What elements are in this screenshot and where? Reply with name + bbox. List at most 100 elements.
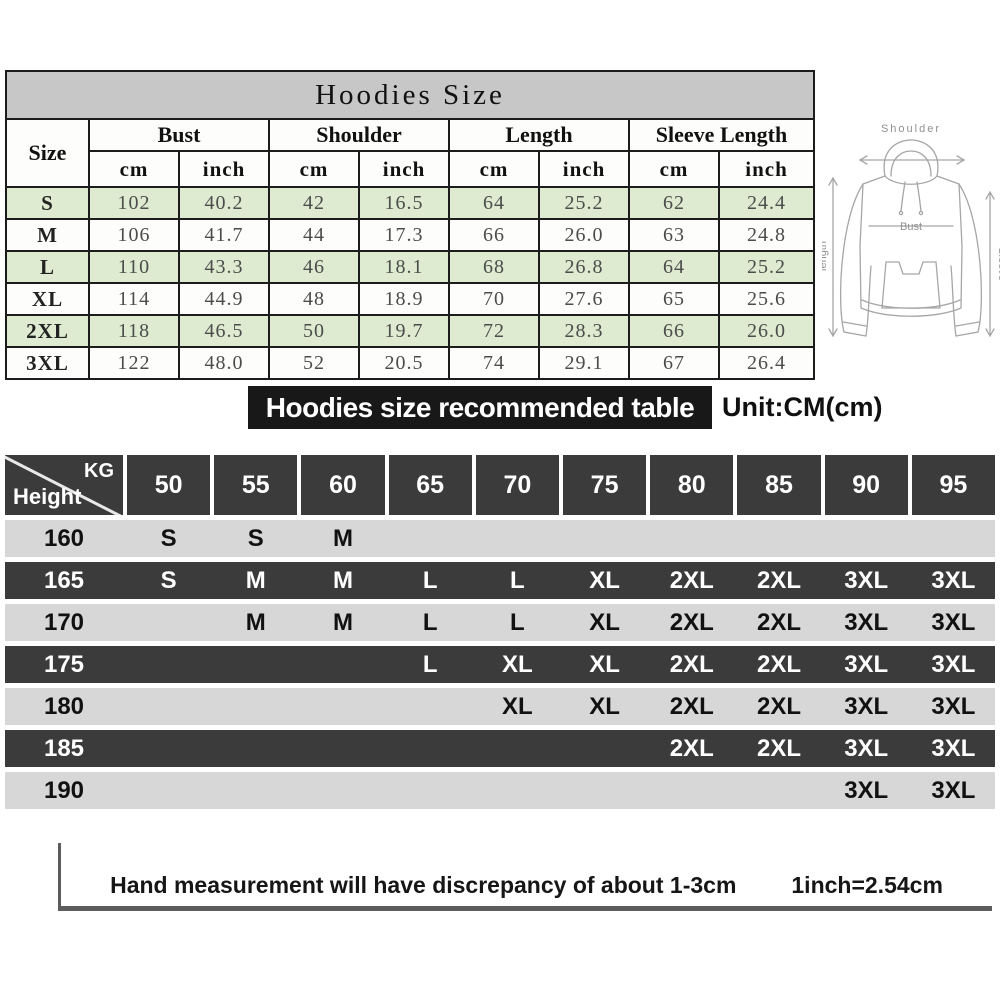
size-cell: 20.5 [358,346,450,380]
size-chart-table: Hoodies Size Size Bust Shoulder Length S… [5,70,815,380]
size-value [389,688,472,725]
size-cell: 28.3 [538,314,630,348]
height-label: 185 [43,734,85,762]
recommend-row-170: 170 M M L L XL 2XL 2XL 3XL 3XL [5,604,995,641]
size-value: 3XL [844,566,889,594]
size-value [127,772,210,809]
size-value [127,646,210,683]
size-value [389,520,472,557]
inch-conversion-note: 1inch=2.54cm [791,872,943,898]
height-axis-label: Height [13,484,82,509]
size-value: 2XL [669,608,714,636]
size-value: XL [589,608,620,636]
unit-header: inch [358,150,450,188]
size-cell: 46.5 [178,314,270,348]
size-value [389,730,472,767]
size-cell: 106 [88,218,180,252]
size-value [127,730,210,767]
size-value [737,520,820,557]
height-label: 165 [43,566,85,594]
size-value: S [160,566,177,594]
size-value: M [245,608,266,636]
diagram-bust-label: Bust [900,221,922,233]
size-value [476,772,559,809]
kg-column-header: 55 [214,455,298,515]
size-value [301,772,384,809]
size-value: 3XL [844,776,889,804]
kg-column-header: 65 [388,455,472,515]
size-cell: 48.0 [178,346,270,380]
size-value: 3XL [931,650,976,678]
size-row-s: S 102 40.2 42 16.5 64 25.2 62 24.4 [5,186,815,220]
size-row-l: L 110 43.3 46 18.1 68 26.8 64 25.2 [5,250,815,284]
size-label: 2XL [5,314,90,348]
size-cell: 72 [448,314,540,348]
size-cell: 43.3 [178,250,270,284]
recommend-row-180: 180 XL XL 2XL 2XL 3XL 3XL [5,688,995,725]
size-value [214,772,297,809]
kg-axis-label: KG [84,460,114,482]
size-value: 3XL [844,650,889,678]
size-cell: 25.2 [538,186,630,220]
size-cell: 114 [88,282,180,316]
size-cell: 50 [268,314,360,348]
unit-header: inch [178,150,270,188]
size-value: XL [589,692,620,720]
size-value [912,520,995,557]
size-value: 2XL [756,566,801,594]
height-label: 175 [43,650,85,678]
size-value: 3XL [931,608,976,636]
size-cell: 42 [268,186,360,220]
height-label: 160 [43,524,85,552]
size-value [650,772,733,809]
recommend-row-160: 160 S S M [5,520,995,557]
size-row-m: M 106 41.7 44 17.3 66 26.0 63 24.8 [5,218,815,252]
size-cell: 102 [88,186,180,220]
size-cell: 118 [88,314,180,348]
unit-header: inch [718,150,815,188]
size-value [563,772,646,809]
size-row-xl: XL 114 44.9 48 18.9 70 27.6 65 25.6 [5,282,815,316]
col-header-sleeve-length: Sleeve Length [628,118,815,152]
size-cell: 46 [268,250,360,284]
size-value: S [160,524,177,552]
size-value [214,646,297,683]
size-row-2xl: 2XL 118 46.5 50 19.7 72 28.3 66 26.0 [5,314,815,348]
size-value: M [245,566,266,594]
size-cell: 64 [448,186,540,220]
kg-column-header: 50 [127,455,211,515]
size-value [301,646,384,683]
size-cell: 29.1 [538,346,630,380]
size-value: 2XL [669,692,714,720]
size-value: M [332,524,353,552]
size-value: 2XL [756,692,801,720]
recommend-row-175: 175 L XL XL 2XL 2XL 3XL 3XL [5,646,995,683]
size-value [301,730,384,767]
size-cell: 52 [268,346,360,380]
size-value: M [332,608,353,636]
size-value [214,730,297,767]
diagram-shoulder-label: Shoulder [881,123,941,135]
size-cell: 74 [448,346,540,380]
size-cell: 70 [448,282,540,316]
size-cell: 110 [88,250,180,284]
size-label: 3XL [5,346,90,380]
size-value: L [422,650,438,678]
size-value [476,520,559,557]
kg-height-corner-cell: KG Height [5,455,123,515]
size-cell: 18.1 [358,250,450,284]
diagram-sleeve-label: Sleeve [996,247,1000,281]
size-cell: 26.8 [538,250,630,284]
size-value: 2XL [669,650,714,678]
size-value: 2XL [756,608,801,636]
size-value: L [510,608,525,636]
recommend-table-banner: Hoodies size recommended table [248,386,712,429]
size-value [563,730,646,767]
size-value: S [247,524,264,552]
size-value [127,688,210,725]
size-value: 3XL [844,734,889,762]
size-label: L [5,250,90,284]
size-value: 2XL [669,734,714,762]
col-header-bust: Bust [88,118,270,152]
